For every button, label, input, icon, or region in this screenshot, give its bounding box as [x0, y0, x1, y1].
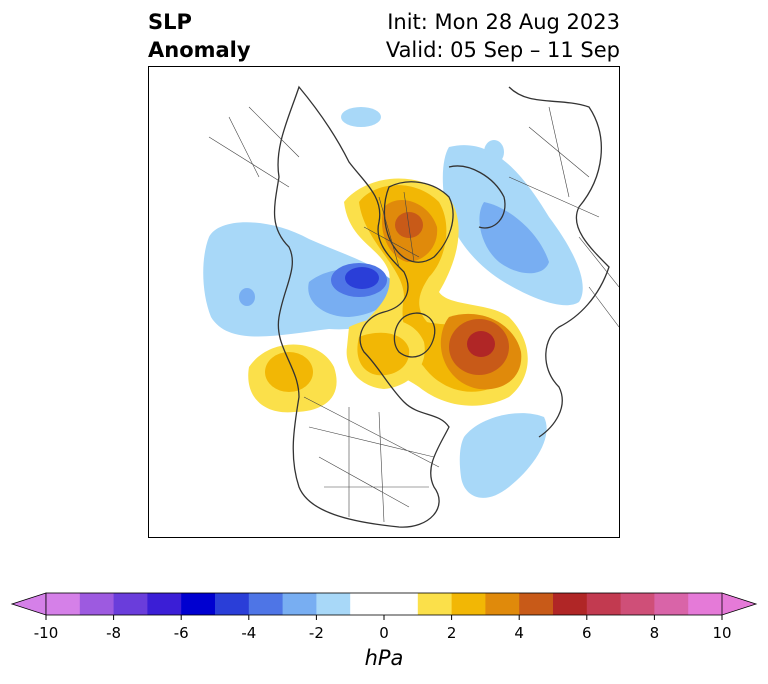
colorbar-tick-label: -2: [308, 624, 324, 642]
colorbar-tick-label: 10: [712, 624, 732, 642]
colorbar-segment: [147, 593, 182, 615]
colorbar-segment: [553, 593, 588, 615]
colorbar-segment: [248, 593, 284, 615]
title-dates: Init: Mon 28 Aug 2023 Valid: 05 Sep – 11…: [386, 8, 620, 64]
colorbar-tick-label: 0: [379, 624, 389, 642]
borders: [208, 106, 619, 523]
colorbar-segment: [417, 593, 453, 615]
colorbar: [10, 592, 758, 620]
title-variable: SLP Anomaly: [148, 10, 251, 62]
colorbar-segment: [451, 593, 486, 615]
colorbar-tick-label: 4: [514, 624, 524, 642]
colorbar-ticks: [45, 615, 723, 620]
coastlines: [273, 85, 610, 528]
colorbar-segment: [181, 593, 216, 615]
colorbar-segment: [688, 593, 723, 615]
colorbar-segment: [282, 593, 317, 615]
colorbar-tick-label: -6: [173, 624, 189, 642]
colorbar-segment: [654, 593, 689, 615]
negative-anomalies: [203, 107, 583, 498]
colorbar-segment: [215, 593, 250, 615]
colorbar-unit: hPa: [364, 646, 404, 670]
colorbar-segment: [519, 593, 554, 615]
colorbar-segment: [350, 593, 385, 615]
colorbar-tick-label: 2: [446, 624, 457, 642]
init-date: Init: Mon 28 Aug 2023: [387, 10, 620, 34]
colorbar-tick-label: -4: [241, 624, 257, 642]
colorbar-tick-label: 8: [649, 624, 660, 642]
colorbar-tick-label: -8: [106, 624, 122, 642]
colorbar-segment: [79, 593, 115, 615]
colorbar-segment: [384, 593, 419, 615]
colorbar-extend-high: [721, 592, 758, 616]
valid-range: Valid: 05 Sep – 11 Sep: [385, 38, 620, 62]
colorbar-extend-low: [10, 592, 47, 616]
colorbar-segment: [316, 593, 351, 615]
colorbar-tick-label: -10: [33, 624, 59, 642]
colorbar-segment: [620, 593, 655, 615]
colorbar-segment: [485, 593, 520, 615]
slp-anomaly-map: [203, 85, 619, 528]
colorbar-segment: [586, 593, 622, 615]
colorbar-segment: [46, 593, 81, 615]
map-panel: [148, 66, 620, 538]
colorbar-segment: [113, 593, 148, 615]
colorbar-tick-label: 6: [582, 624, 592, 642]
colorbar-segments: [10, 592, 758, 616]
